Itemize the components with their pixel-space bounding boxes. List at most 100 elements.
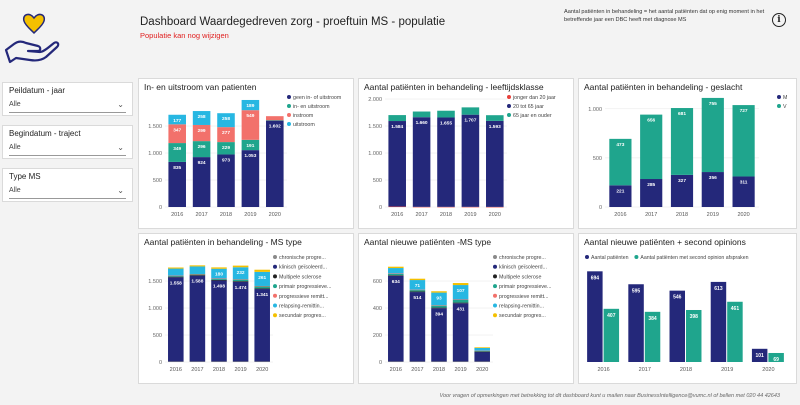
bar-segment bbox=[232, 279, 249, 282]
y-tick-label: 500 bbox=[593, 156, 602, 162]
data-label: 514 bbox=[413, 295, 421, 301]
bar-segment bbox=[412, 117, 431, 207]
legend-marker bbox=[493, 313, 497, 318]
bar-segment bbox=[168, 277, 184, 362]
bar-segment bbox=[452, 283, 469, 286]
bar-segment bbox=[254, 271, 270, 286]
legend-marker bbox=[507, 95, 511, 99]
bar bbox=[768, 352, 784, 362]
bar-segment bbox=[388, 268, 404, 274]
data-label: 1.602 bbox=[269, 123, 281, 129]
bar-segment bbox=[192, 157, 211, 207]
legend-marker bbox=[493, 255, 497, 259]
legend-label: chronische progre... bbox=[499, 255, 546, 261]
bar-segment bbox=[388, 275, 404, 362]
bar-segment bbox=[189, 275, 206, 362]
bar-segment bbox=[189, 274, 206, 276]
data-label: 595 bbox=[632, 288, 641, 294]
legend-label: 65 jaar en ouder bbox=[513, 113, 552, 119]
data-label: 296 bbox=[198, 144, 206, 150]
bar-segment bbox=[168, 276, 184, 278]
data-label: 924 bbox=[198, 160, 206, 166]
data-label: 973 bbox=[222, 157, 230, 163]
bar-segment bbox=[168, 143, 186, 162]
data-label: 180 bbox=[215, 272, 223, 278]
chevron-down-icon: ⌄ bbox=[117, 100, 124, 109]
bar-segment bbox=[412, 111, 431, 118]
filter-label: Begindatum - traject bbox=[9, 129, 81, 138]
bar-segment bbox=[192, 111, 211, 125]
bar-segment bbox=[461, 114, 480, 207]
begindatum-dropdown[interactable]: Alle ⌄ bbox=[9, 141, 126, 156]
peildatum-dropdown[interactable]: Alle ⌄ bbox=[9, 98, 126, 113]
bar-segment bbox=[254, 269, 270, 272]
legend-label: geen in- of uitstroom bbox=[293, 95, 342, 101]
data-label: 835 bbox=[173, 165, 181, 171]
type-ms-dropdown[interactable]: Alle ⌄ bbox=[9, 184, 126, 199]
bar-segment bbox=[732, 105, 755, 177]
bar-segment bbox=[701, 172, 724, 207]
bar-segment bbox=[388, 273, 404, 276]
chart-title: Aantal patiënten in behandeling - MS typ… bbox=[144, 237, 302, 247]
chart-svg: 0 500 1.000 2016 221 473 2017 285 656 2018 327 681 2… bbox=[588, 95, 787, 218]
legend-label: in- en uitstroom bbox=[293, 104, 330, 110]
legend-marker bbox=[493, 274, 497, 279]
dropdown-value: Alle bbox=[9, 144, 21, 151]
x-tick-label: 2020 bbox=[762, 367, 774, 373]
x-tick-label: 2017 bbox=[645, 212, 657, 218]
legend-marker bbox=[273, 313, 277, 318]
bar-segment bbox=[211, 279, 227, 281]
data-label: 461 bbox=[731, 306, 740, 312]
bar-segment bbox=[254, 361, 270, 362]
x-tick-label: 2019 bbox=[464, 212, 476, 218]
y-tick-label: 2.000 bbox=[368, 97, 382, 103]
bar-segment bbox=[388, 275, 404, 276]
bar-segment bbox=[232, 361, 249, 362]
data-label: 398 bbox=[690, 314, 699, 320]
data-label: 1.558 bbox=[170, 280, 182, 286]
chart-title: Aantal patiënten in behandeling - leefti… bbox=[364, 82, 544, 92]
bar-segment bbox=[486, 115, 504, 121]
filter-begindatum: Begindatum - traject Alle ⌄ bbox=[2, 125, 133, 159]
bar-segment bbox=[232, 265, 249, 268]
bar-segment bbox=[486, 206, 504, 208]
bar-segment bbox=[609, 185, 632, 207]
chart-title: Aantal nieuwe patiënten -MS type bbox=[364, 237, 492, 247]
chart-nieuwe-ms-type: Aantal nieuwe patiënten -MS type 0 200 400… bbox=[358, 233, 574, 384]
footer-contact: Voor vragen of opmerkingen met betrekkin… bbox=[439, 393, 780, 399]
chart-title: Aantal nieuwe patiënten + second opinion… bbox=[584, 237, 746, 247]
bar-segment bbox=[409, 292, 426, 362]
data-label: 232 bbox=[237, 270, 245, 276]
legend-marker bbox=[493, 293, 497, 298]
bar-segment bbox=[189, 361, 206, 362]
data-label: 727 bbox=[740, 108, 748, 114]
x-tick-label: 2016 bbox=[170, 367, 182, 373]
filter-label: Peildatum - jaar bbox=[9, 86, 66, 95]
chart-title: Aantal patiënten in behandeling - geslac… bbox=[584, 82, 743, 92]
filter-label: Type MS bbox=[9, 172, 41, 181]
data-label: 107 bbox=[457, 288, 465, 294]
bar-segment bbox=[640, 114, 663, 180]
x-tick-label: 2018 bbox=[433, 367, 445, 373]
bar-segment bbox=[192, 141, 211, 158]
data-label: 656 bbox=[647, 118, 655, 124]
bar-segment bbox=[452, 303, 469, 362]
data-label: 347 bbox=[173, 127, 181, 133]
info-icon[interactable]: i bbox=[772, 13, 786, 27]
bar-segment bbox=[232, 267, 249, 280]
x-tick-label: 2019 bbox=[707, 212, 719, 218]
data-label: 1.588 bbox=[191, 279, 203, 285]
y-tick-label: 200 bbox=[373, 333, 382, 339]
legend-label: V bbox=[783, 104, 787, 110]
y-tick-label: 1.500 bbox=[368, 124, 382, 130]
bar-segment bbox=[241, 139, 260, 151]
legend-label: relapsing-remittin... bbox=[279, 304, 324, 310]
x-tick-label: 2018 bbox=[213, 367, 225, 373]
data-label: 258 bbox=[222, 116, 230, 122]
bar-segment bbox=[241, 150, 260, 207]
bar-segment bbox=[217, 113, 235, 128]
data-label: 71 bbox=[415, 283, 421, 289]
legend-marker bbox=[273, 303, 277, 308]
bar-segment bbox=[189, 275, 206, 276]
y-tick-label: 1.000 bbox=[148, 306, 162, 312]
